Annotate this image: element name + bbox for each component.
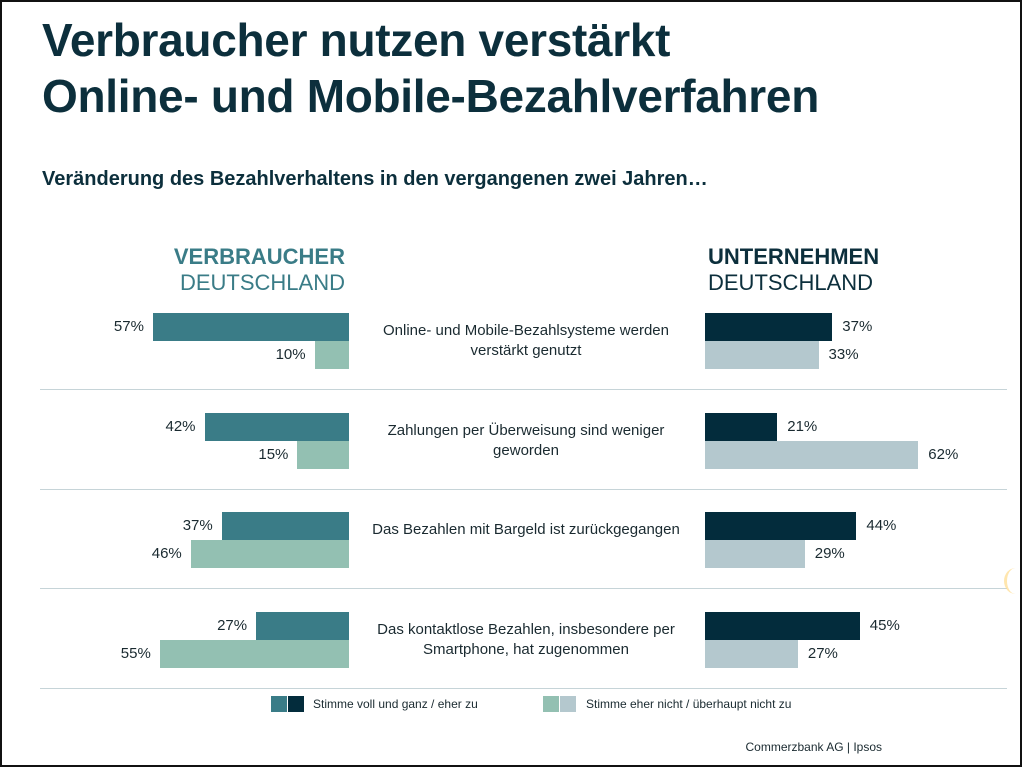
category-label: Zahlungen per Überweisung sind weniger g… (387, 421, 665, 459)
value-label-business-disagree: 27% (807, 644, 838, 662)
bar-business-disagree (705, 440, 919, 469)
bar-consumer-agree (152, 313, 349, 341)
value-label-consumer-agree: 27% (217, 616, 248, 634)
bar-business-disagree (705, 341, 819, 369)
slide-title: Verbraucher nutzen verstärkt Online- und… (42, 12, 819, 124)
bar-consumer-disagree (314, 341, 349, 369)
bar-consumer-disagree (159, 639, 349, 668)
value-label-business-disagree: 29% (814, 545, 845, 562)
value-label-consumer-disagree: 55% (120, 644, 151, 662)
title-line-2: Online- und Mobile-Bezahlverfahren (42, 70, 819, 122)
row-divider (40, 389, 1007, 390)
title-line-1: Verbraucher nutzen verstärkt (42, 14, 671, 66)
legend-swatch-consumer-disagree (543, 696, 559, 712)
value-label-business-agree: 21% (787, 417, 818, 435)
bar-consumer-disagree (190, 540, 349, 568)
category-label: Das Bezahlen mit Bargeld ist zurückgegan… (372, 521, 680, 538)
business-heading-normal: DEUTSCHLAND (708, 270, 874, 295)
value-label-business-agree: 44% (866, 517, 897, 534)
legend-swatch-business-agree (288, 696, 304, 712)
bar-business-agree (705, 611, 860, 640)
bar-business-disagree (705, 639, 798, 668)
row-divider (40, 488, 1007, 490)
value-label-consumer-disagree: 46% (151, 545, 182, 562)
value-label-business-agree: 45% (869, 616, 900, 634)
chart-subtitle: Veränderung des Bezahlverhaltens in den … (42, 168, 708, 190)
value-label-business-disagree: 62% (928, 445, 959, 463)
value-label-business-disagree: 33% (828, 346, 859, 363)
consumer-heading-bold: VERBRAUCHER (173, 244, 345, 269)
value-label-consumer-disagree: 15% (258, 445, 289, 463)
bar-consumer-agree (256, 611, 349, 640)
row-divider (40, 588, 1007, 589)
category-label: Das kontaktlose Bezahlen, insbesondere p… (377, 620, 675, 658)
cursor-highlight (1004, 568, 1022, 594)
legend-label-agree: Stimme voll und ganz / eher zu (313, 697, 478, 711)
bar-consumer-disagree (297, 440, 349, 469)
bar-consumer-agree (204, 412, 349, 441)
business-group-heading: UNTERNEHMEN DEUTSCHLAND (708, 244, 879, 296)
bar-consumer-agree (221, 512, 349, 540)
consumer-heading-normal: DEUTSCHLAND (179, 270, 345, 295)
bar-business-agree (705, 512, 857, 540)
value-label-consumer-agree: 42% (165, 417, 196, 435)
bar-business-agree (705, 412, 778, 441)
legend-swatch-business-disagree (560, 696, 576, 712)
bar-business-disagree (705, 540, 805, 568)
bar-business-agree (705, 313, 833, 341)
business-heading-bold: UNTERNEHMEN (708, 244, 880, 269)
category-label: Online- und Mobile-Bezahlsysteme werden … (383, 322, 669, 359)
legend-swatch-consumer-agree (271, 696, 287, 712)
source-credit: Commerzbank AG | Ipsos (745, 740, 883, 754)
row-divider (40, 687, 1007, 689)
value-label-consumer-disagree: 10% (275, 346, 306, 363)
legend-label-disagree: Stimme eher nicht / überhaupt nicht zu (586, 697, 792, 711)
consumer-group-heading: VERBRAUCHER DEUTSCHLAND (174, 244, 345, 296)
value-label-business-agree: 37% (842, 318, 873, 335)
value-label-consumer-agree: 57% (113, 318, 144, 335)
value-label-consumer-agree: 37% (182, 517, 213, 534)
